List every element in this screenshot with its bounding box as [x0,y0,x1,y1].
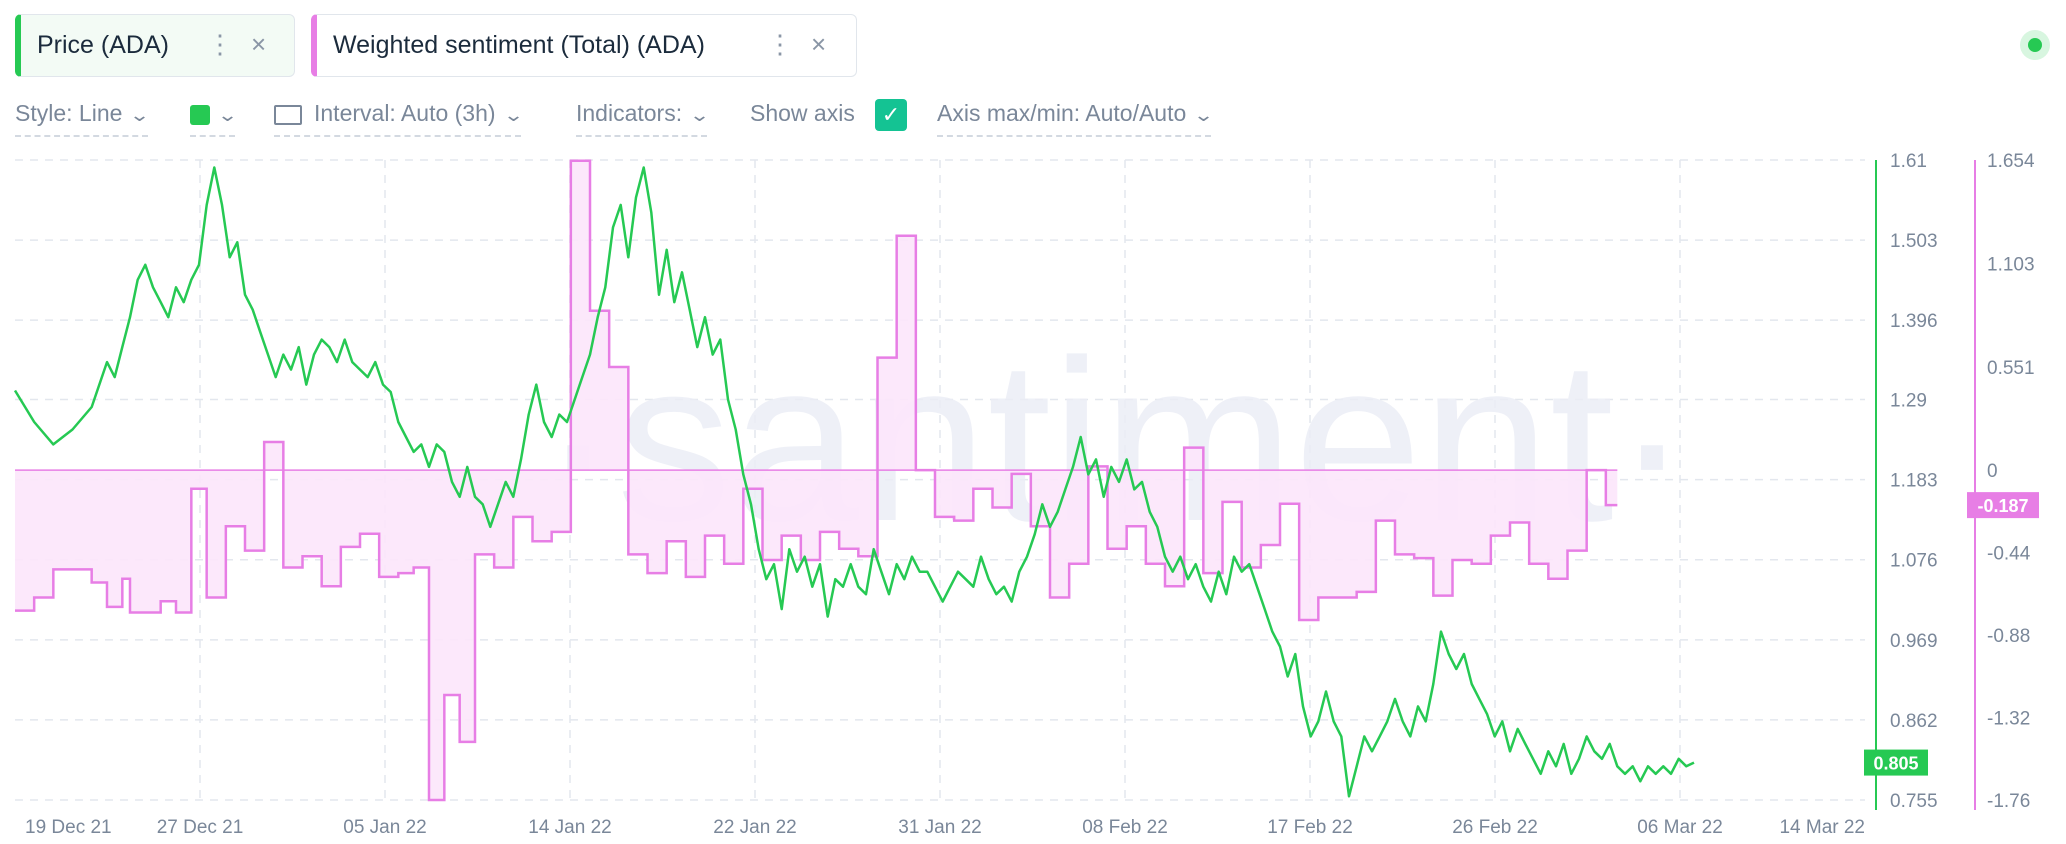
price-tick-label: 1.61 [1890,151,1927,172]
x-tick-label: 27 Dec 21 [157,817,244,838]
close-icon[interactable]: × [811,29,827,59]
price-series [13,166,1695,798]
last-sentiment-badge [1967,492,2039,519]
x-tick-label: 26 Feb 22 [1452,817,1538,838]
last-price-badge [1864,749,1928,776]
check-icon: ✓ [881,102,901,127]
price-sentiment-chart[interactable]: ·santiment· 1.611.5031.3961.291.1831.076… [0,150,2066,844]
price-tick-label: 1.183 [1890,471,1938,492]
metric-label-sentiment: Weighted sentiment (Total) (ADA) [333,31,705,59]
price-line [13,166,1695,798]
axis-maxmin-label: Axis max/min: Auto/Auto [937,100,1187,126]
sentiment-tick-label: 0.551 [1987,358,2035,379]
price-tick-label: 1.076 [1890,551,1938,572]
chevron-down-icon: ⌄ [129,105,151,125]
color-picker[interactable]: ⌄ [190,100,239,137]
metric-chip-price[interactable]: Price (ADA) ⋮ × [15,14,295,77]
x-tick-label: 19 Dec 21 [25,817,112,838]
last-price-label: 0.805 [1873,754,1918,774]
x-tick-label: 22 Jan 22 [713,817,796,838]
indicators-label: Indicators: [576,100,683,126]
price-tick-label: 1.396 [1890,311,1938,332]
x-tick-label: 14 Mar 22 [1779,817,1865,838]
price-tick-label: 0.969 [1890,631,1938,652]
x-tick-label: 17 Feb 22 [1267,817,1353,838]
metric-chip-sentiment[interactable]: Weighted sentiment (Total) (ADA) ⋮ × [311,14,857,77]
color-swatch [190,104,210,125]
x-tick-label: 05 Jan 22 [343,817,426,838]
metric-label-price: Price (ADA) [37,31,169,59]
sentiment-tick-label: -1.76 [1987,791,2030,812]
sentiment-tick-label: 1.654 [1987,151,2035,172]
interval-dropdown[interactable]: Interval: Auto (3h) ⌄ [274,100,524,137]
x-tick-label: 31 Jan 22 [898,817,981,838]
price-tick-label: 1.29 [1890,391,1927,412]
price-tick-label: 0.755 [1890,791,1938,812]
sentiment-line [15,159,1618,802]
live-status-indicator [2020,30,2050,60]
x-tick-label: 06 Mar 22 [1637,817,1723,838]
show-axis-checkbox[interactable]: ✓ [875,99,907,131]
close-icon[interactable]: × [251,29,267,59]
axes: 1.61 1.503 1.396 1.29 1.183 1.076 0.969 0.862 0.… [25,151,2039,838]
show-axis-label: Show axis [750,100,855,126]
ruler-icon [274,104,302,125]
sentiment-tick-label: 1.103 [1987,254,2035,275]
price-tick-label: 0.862 [1890,711,1938,732]
sentiment-tick-label: -0.44 [1987,544,2031,565]
x-tick-label: 14 Jan 22 [528,817,611,838]
chevron-down-icon: ⌄ [689,105,711,125]
more-options-icon[interactable]: ⋮ [767,29,793,59]
chevron-down-icon: ⌄ [502,105,524,125]
chevron-down-icon: ⌄ [216,105,239,125]
interval-label: Interval: Auto (3h) [314,100,496,126]
price-tick-label: 1.503 [1890,231,1938,252]
more-options-icon[interactable]: ⋮ [207,29,233,59]
last-sentiment-label: -0.187 [1977,496,2028,516]
sentiment-tick-label: 0 [1987,461,1998,482]
axis-maxmin-dropdown[interactable]: Axis max/min: Auto/Auto ⌄ [937,100,1215,137]
style-dropdown[interactable]: Style: Line ⌄ [15,100,151,137]
sentiment-tick-label: -1.32 [1987,709,2030,730]
style-label: Style: Line [15,100,123,126]
x-tick-label: 08 Feb 22 [1082,817,1168,838]
sentiment-area [15,160,1618,800]
sentiment-tick-label: -0.88 [1987,626,2030,647]
sentiment-series [15,159,1618,802]
indicators-dropdown[interactable]: Indicators: ⌄ [576,100,711,137]
chevron-down-icon: ⌄ [1193,105,1215,125]
